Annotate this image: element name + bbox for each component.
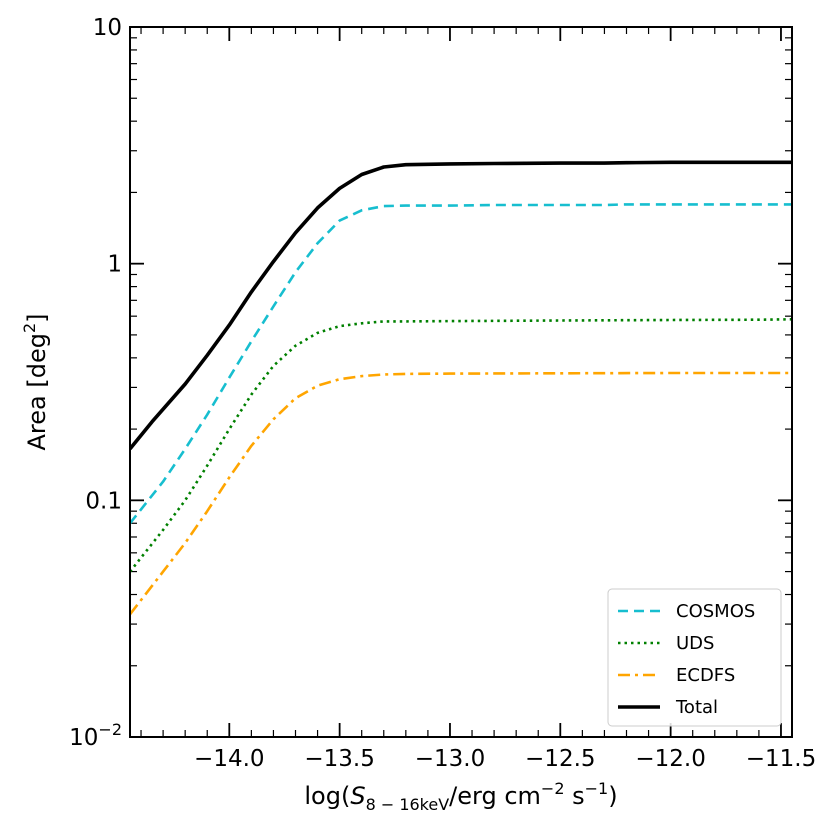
series-layer bbox=[130, 160, 792, 616]
series-line-total bbox=[130, 160, 792, 451]
x-tick-label: −12.0 bbox=[635, 746, 705, 772]
plot-frame bbox=[129, 26, 793, 738]
x-tick-label: −11.5 bbox=[746, 746, 816, 772]
legend-box bbox=[607, 588, 782, 727]
x-tick-label: −13.5 bbox=[304, 746, 374, 772]
x-tick-label: −12.5 bbox=[525, 746, 595, 772]
legend-label-ecdfs: ECDFS bbox=[676, 665, 735, 686]
x-axis-title: log(S8 − 16keV/erg cm−2 s−1) bbox=[304, 779, 617, 814]
series-line-cosmos bbox=[130, 203, 792, 525]
tick-labels-layer: −14.0 −13.5 −13.0 −12.5 −12.0 −11.5 10−2 0.1 1 10 bbox=[69, 15, 816, 772]
legend: COSMOS UDS ECDFS Total bbox=[607, 588, 782, 727]
legend-label-uds: UDS bbox=[676, 633, 714, 654]
y-tick-label: 0.1 bbox=[85, 488, 122, 514]
y-tick-label: 10 bbox=[93, 15, 122, 41]
y-tick-label: 10−2 bbox=[69, 720, 122, 751]
legend-label-total: Total bbox=[675, 697, 718, 718]
series-line-uds bbox=[130, 318, 792, 573]
y-axis-title: Area [deg2] bbox=[20, 313, 51, 450]
legend-label-cosmos: COSMOS bbox=[676, 601, 755, 622]
x-tick-label: −13.0 bbox=[415, 746, 485, 772]
x-tick-label: −14.0 bbox=[194, 746, 264, 772]
series-line-ecdfs bbox=[130, 371, 792, 616]
y-tick-label: 1 bbox=[107, 252, 122, 278]
